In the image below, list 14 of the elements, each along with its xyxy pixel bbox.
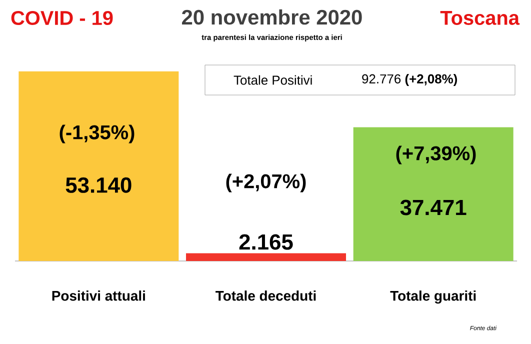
annotation: Totale Positivi <box>234 75 312 85</box>
x-tick-label: Totale deceduti <box>216 290 316 301</box>
chart-title: 20 novembre 2020 <box>182 9 362 25</box>
annotation: 92.776 (+2,08%) <box>362 74 457 86</box>
data-label: 53.140 <box>66 177 132 193</box>
data-label: 37.471 <box>400 200 466 216</box>
data-label: 2.165 <box>239 234 293 250</box>
annotation: (-1,35%) <box>60 124 134 144</box>
x-tick-label: Totale guariti <box>390 290 476 304</box>
annotation: (+2,07%) <box>226 174 306 192</box>
text: Toscana <box>440 11 520 25</box>
annotation: (+7,39%) <box>396 146 476 164</box>
text: COVID - 19 <box>11 10 113 26</box>
x-tick-label: Positivi attuali <box>52 290 145 301</box>
